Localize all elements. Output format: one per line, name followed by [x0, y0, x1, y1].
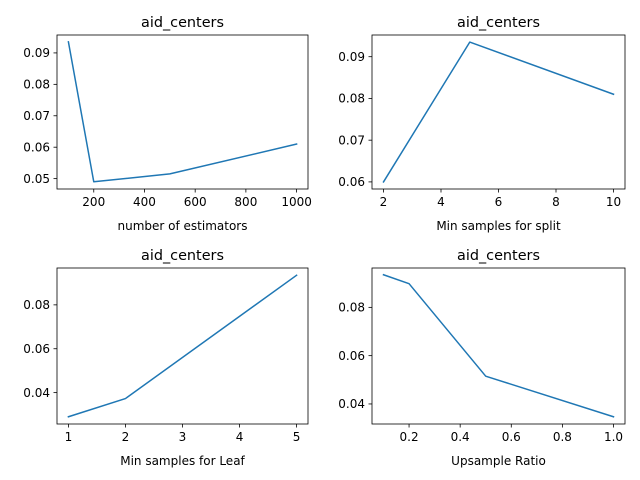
y-tick-label: 0.06 [338, 175, 365, 189]
y-tick-label: 0.08 [338, 301, 365, 315]
y-tick-label: 0.04 [338, 397, 365, 411]
x-tick-label: 600 [184, 195, 207, 209]
y-tick-label: 0.08 [23, 298, 50, 312]
y-tick-label: 0.05 [23, 172, 50, 186]
series-line [382, 41, 615, 183]
x-tick-label: 400 [133, 195, 156, 209]
y-tick-label: 0.06 [23, 140, 50, 154]
x-tick-label: 2 [380, 195, 388, 209]
x-tick-label: 5 [293, 430, 301, 444]
series-line [67, 274, 298, 418]
axes-frame [371, 267, 626, 425]
subplot-upsample-ratio: aid_centers Upsample Ratio 0.2 0.4 0.6 0.8 1… [338, 248, 626, 468]
y-tick-label: 0.08 [338, 92, 365, 106]
x-tick-label: 6 [495, 195, 503, 209]
x-tick-label: 1.0 [604, 430, 623, 444]
chart-title: aid_centers [141, 15, 224, 31]
x-tick-label: 0.6 [502, 430, 521, 444]
x-tick-label: 4 [437, 195, 445, 209]
x-tick-label: 800 [234, 195, 257, 209]
y-tick-label: 0.09 [23, 46, 50, 60]
x-axis-label: Min samples for split [436, 219, 561, 233]
y-tick-label: 0.09 [338, 50, 365, 64]
x-axis-label: Upsample Ratio [451, 454, 546, 468]
y-tick-label: 0.07 [23, 109, 50, 123]
chart-title: aid_centers [457, 15, 540, 31]
x-axis-label: Min samples for Leaf [120, 454, 245, 468]
y-tick-label: 0.06 [338, 349, 365, 363]
x-tick-label: 0.8 [553, 430, 572, 444]
x-tick-label: 1000 [281, 195, 312, 209]
y-tick-label: 0.07 [338, 133, 365, 147]
y-tick-label: 0.08 [23, 78, 50, 92]
series-line [382, 273, 615, 418]
x-tick-label: 0.2 [400, 430, 419, 444]
subplot-min-samples-split: aid_centers Min samples for split 2 4 6 8 10… [338, 15, 626, 233]
chart-title: aid_centers [141, 248, 224, 264]
subplot-estimators: aid_centers number of estimators 200 400 6… [23, 15, 312, 233]
y-tick-label: 0.06 [23, 342, 50, 356]
x-tick-label: 0.4 [451, 430, 470, 444]
axes-frame [56, 34, 309, 190]
x-tick-label: 200 [82, 195, 105, 209]
x-tick-label: 8 [552, 195, 560, 209]
x-tick-label: 2 [122, 430, 130, 444]
x-tick-label: 3 [179, 430, 187, 444]
chart-title: aid_centers [457, 248, 540, 264]
x-tick-label: 10 [606, 195, 621, 209]
x-axis-label: number of estimators [118, 219, 248, 233]
series-line [67, 41, 298, 183]
x-tick-label: 1 [65, 430, 73, 444]
x-tick-label: 4 [236, 430, 244, 444]
subplot-min-samples-leaf: aid_centers Min samples for Leaf 1 2 3 4 5 0.… [23, 248, 309, 468]
y-tick-label: 0.04 [23, 386, 50, 400]
